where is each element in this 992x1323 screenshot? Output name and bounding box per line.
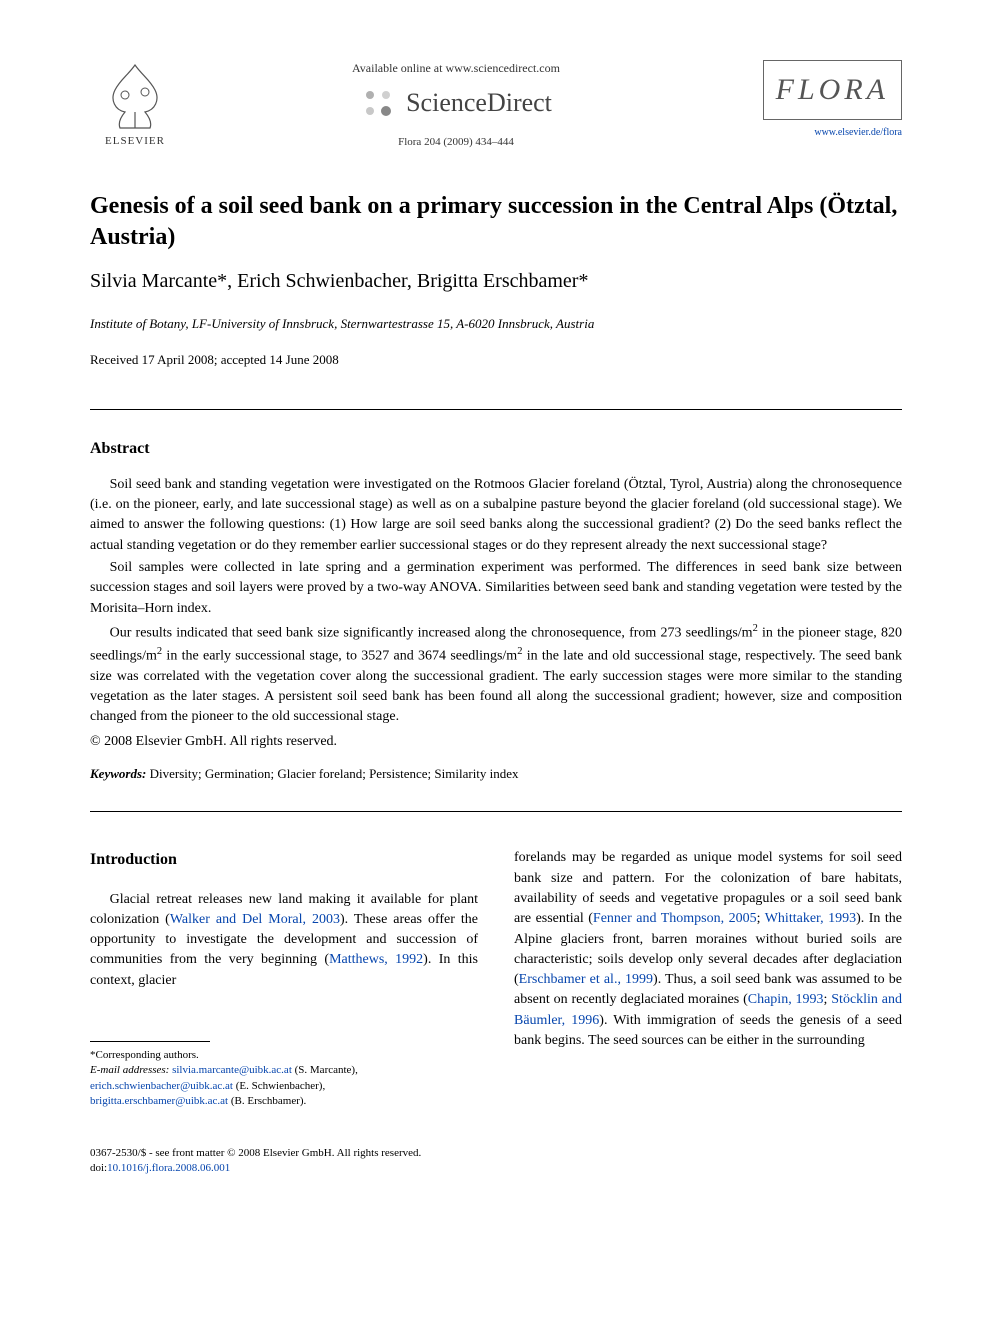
- doi-label: doi:: [90, 1162, 107, 1174]
- author-name: (B. Erschbamer).: [228, 1095, 306, 1107]
- citation-link[interactable]: Walker and Del Moral, 2003: [170, 912, 340, 927]
- abstract-p3-pre: Our results indicated that seed bank siz…: [110, 625, 753, 640]
- intro-para-right: forelands may be regarded as unique mode…: [514, 848, 902, 1051]
- citation-link[interactable]: Erschbamer et al., 1999: [519, 972, 653, 987]
- footnote-divider: [90, 1041, 210, 1042]
- journal-url-link[interactable]: www.elsevier.de/flora: [814, 126, 902, 140]
- footnote-block: *Corresponding authors. E-mail addresses…: [90, 1048, 478, 1110]
- journal-logo-block: FLORA www.elsevier.de/flora: [732, 60, 902, 140]
- citation-link[interactable]: Matthews, 1992: [329, 952, 423, 967]
- author-name: (S. Marcante),: [292, 1064, 358, 1076]
- column-left: Introduction Glacial retreat releases ne…: [90, 848, 478, 1109]
- article-dates: Received 17 April 2008; accepted 14 June…: [90, 351, 902, 369]
- email-label: E-mail addresses:: [90, 1064, 169, 1076]
- divider: [90, 409, 902, 410]
- abstract-p3: Our results indicated that seed bank siz…: [90, 621, 902, 728]
- author-email-link[interactable]: brigitta.erschbamer@uibk.ac.at: [90, 1095, 228, 1107]
- page-header: ELSEVIER Available online at www.science…: [90, 60, 902, 151]
- front-matter-line: 0367-2530/$ - see front matter © 2008 El…: [90, 1146, 902, 1161]
- column-right: forelands may be regarded as unique mode…: [514, 848, 902, 1109]
- email-addresses: E-mail addresses: silvia.marcante@uibk.a…: [90, 1063, 478, 1109]
- elsevier-tree-icon: [100, 60, 170, 130]
- abstract-p2: Soil samples were collected in late spri…: [90, 558, 902, 619]
- citation-line: Flora 204 (2009) 434–444: [398, 135, 514, 150]
- author-email-link[interactable]: erich.schwienbacher@uibk.ac.at: [90, 1080, 233, 1092]
- sciencedirect-icon: [360, 85, 396, 121]
- abstract-p1: Soil seed bank and standing vegetation w…: [90, 475, 902, 556]
- abstract-p3-mid2: in the early successional stage, to 3527…: [162, 648, 517, 663]
- abstract-heading: Abstract: [90, 438, 902, 460]
- article-title: Genesis of a soil seed bank on a primary…: [90, 191, 902, 253]
- journal-logo: FLORA: [763, 60, 902, 120]
- corresponding-author-note: *Corresponding authors.: [90, 1048, 478, 1063]
- citation-link[interactable]: Fenner and Thompson, 2005: [593, 911, 757, 926]
- intro-heading: Introduction: [90, 848, 478, 871]
- body-columns: Introduction Glacial retreat releases ne…: [90, 848, 902, 1109]
- header-center: Available online at www.sciencedirect.co…: [180, 60, 732, 151]
- keywords-values: Diversity; Germination; Glacier foreland…: [146, 766, 518, 781]
- citation-link[interactable]: Whittaker, 1993: [765, 911, 856, 926]
- citation-link[interactable]: Chapin, 1993: [748, 992, 824, 1007]
- page-footer: 0367-2530/$ - see front matter © 2008 El…: [90, 1146, 902, 1177]
- author-email-link[interactable]: silvia.marcante@uibk.ac.at: [172, 1064, 292, 1076]
- keywords-line: Keywords: Diversity; Germination; Glacie…: [90, 765, 902, 783]
- authors-line: Silvia Marcante*, Erich Schwienbacher, B…: [90, 267, 902, 295]
- sep: ;: [757, 911, 765, 926]
- keywords-label: Keywords:: [90, 766, 146, 781]
- divider: [90, 811, 902, 812]
- doi-link[interactable]: 10.1016/j.flora.2008.06.001: [107, 1162, 230, 1174]
- publisher-logo-block: ELSEVIER: [90, 60, 180, 149]
- sciencedirect-row: ScienceDirect: [360, 85, 552, 121]
- copyright-line: © 2008 Elsevier GmbH. All rights reserve…: [90, 732, 902, 752]
- sciencedirect-text: ScienceDirect: [406, 85, 552, 121]
- doi-line: doi:10.1016/j.flora.2008.06.001: [90, 1161, 902, 1176]
- affiliation: Institute of Botany, LF-University of In…: [90, 315, 902, 333]
- publisher-label: ELSEVIER: [105, 134, 165, 149]
- author-name: (E. Schwienbacher),: [233, 1080, 325, 1092]
- intro-para-left: Glacial retreat releases new land making…: [90, 890, 478, 991]
- available-online-text: Available online at www.sciencedirect.co…: [352, 60, 560, 77]
